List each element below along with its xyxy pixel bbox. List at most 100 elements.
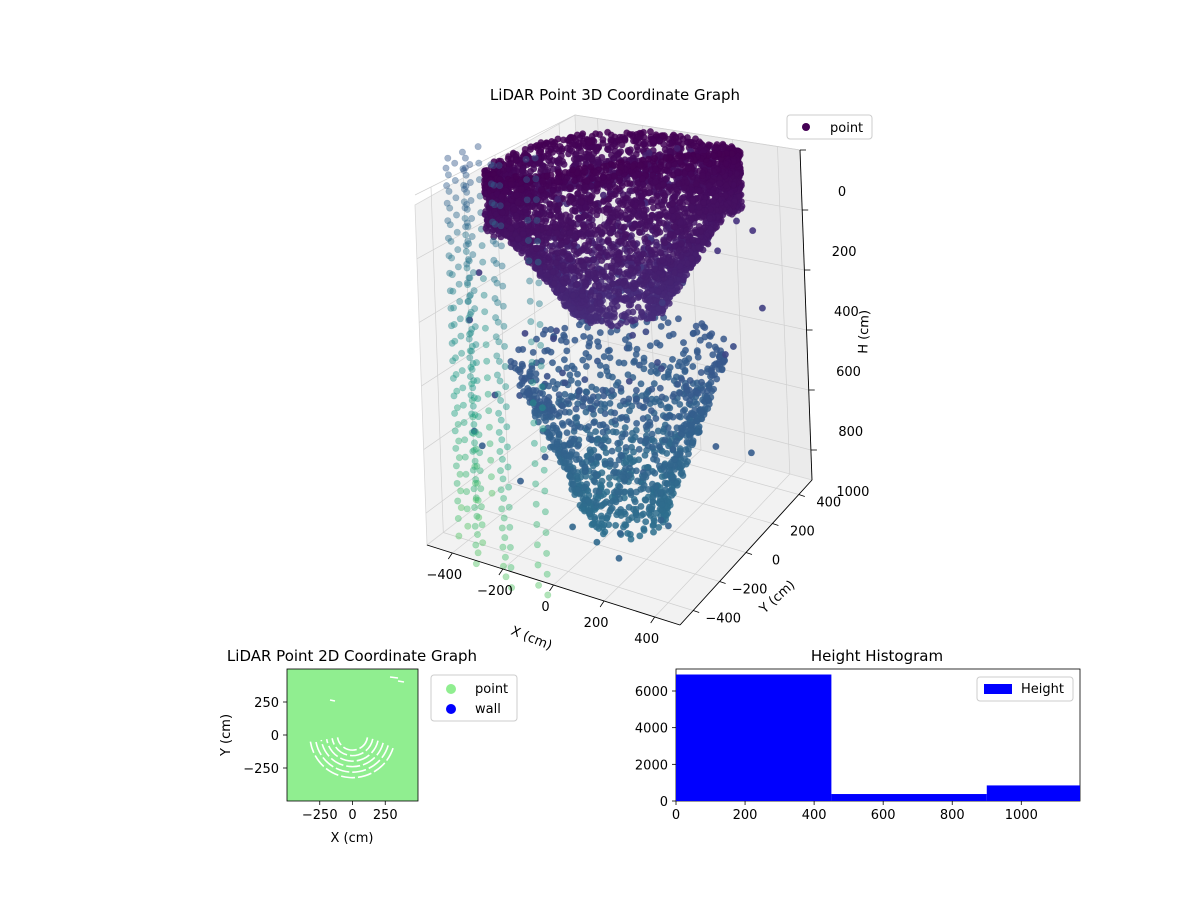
data-point — [698, 172, 706, 180]
data-point — [558, 248, 566, 256]
data-point — [487, 473, 495, 481]
data-point — [621, 230, 629, 238]
data-point — [574, 442, 582, 450]
data-point — [478, 242, 486, 250]
data-point — [569, 480, 577, 488]
data-point — [651, 246, 659, 254]
data-point — [515, 346, 523, 354]
data-point — [611, 409, 619, 417]
data-point — [608, 280, 616, 288]
data-point — [537, 148, 545, 156]
data-point — [463, 505, 471, 513]
data-point — [689, 362, 697, 370]
data-point — [596, 361, 604, 369]
data-point — [693, 347, 701, 355]
data-point — [706, 214, 714, 222]
data-point — [483, 374, 491, 382]
data-point — [676, 389, 684, 397]
data-point — [698, 408, 706, 416]
data-point — [657, 401, 665, 409]
data-point — [692, 322, 700, 330]
data-point — [701, 323, 709, 331]
data-point — [541, 142, 549, 150]
data-point — [456, 470, 464, 478]
data-point — [570, 436, 578, 444]
data-point — [514, 245, 522, 253]
data-point — [474, 143, 482, 151]
data-point — [565, 418, 573, 426]
data-point — [564, 464, 572, 472]
data-point — [596, 305, 604, 313]
data-point — [697, 368, 705, 376]
data-point — [629, 308, 637, 316]
data-point — [618, 413, 626, 421]
data-point — [658, 256, 666, 264]
data-point — [692, 180, 700, 188]
data-point — [630, 358, 638, 366]
data-point — [482, 341, 490, 349]
data-point — [619, 279, 627, 287]
data-point — [668, 355, 676, 363]
data-point — [601, 460, 609, 468]
data-point — [483, 357, 491, 365]
data-point — [689, 142, 697, 150]
data-point — [758, 304, 766, 312]
data-point — [516, 477, 524, 485]
data-point — [632, 488, 640, 496]
data-point — [610, 287, 618, 295]
data-point — [631, 220, 639, 228]
data-point — [666, 230, 674, 238]
data-point — [653, 223, 661, 231]
data-point — [476, 449, 484, 457]
data-point — [552, 259, 560, 267]
data-point — [561, 379, 569, 387]
data-point — [624, 371, 632, 379]
data-point — [657, 365, 665, 373]
data-point — [629, 137, 637, 145]
data-point — [644, 155, 652, 163]
data-point — [629, 239, 637, 247]
data-point — [674, 152, 682, 160]
data-point — [597, 441, 605, 449]
data-point — [546, 263, 554, 271]
data-point — [653, 339, 661, 347]
data-point — [665, 162, 673, 170]
data-point — [661, 436, 669, 444]
data-point — [637, 380, 645, 388]
data-point — [451, 177, 459, 185]
data-point — [665, 212, 673, 220]
data-point — [471, 323, 479, 331]
points-3d — [442, 128, 766, 599]
data-point — [570, 467, 578, 475]
data-point — [592, 499, 600, 507]
data-point — [685, 242, 693, 250]
data-point — [618, 473, 626, 481]
data-point — [686, 432, 694, 440]
data-point — [611, 147, 619, 155]
data-point — [615, 359, 623, 367]
data-point — [652, 131, 660, 139]
data-point — [567, 263, 575, 271]
data-point — [604, 142, 612, 150]
data-point — [574, 486, 582, 494]
data-point — [625, 341, 633, 349]
data-point — [632, 508, 640, 516]
data-point — [550, 280, 558, 288]
data-point — [463, 488, 471, 496]
data-point — [652, 178, 660, 186]
data-point — [612, 498, 620, 506]
data-point — [674, 380, 682, 388]
data-point — [518, 167, 526, 175]
data-point — [648, 361, 656, 369]
data-point — [647, 407, 655, 415]
data-point — [681, 346, 689, 354]
data-point — [682, 227, 690, 235]
data-point — [607, 264, 615, 272]
data-point — [586, 313, 594, 321]
data-point — [627, 435, 635, 443]
data-point — [461, 154, 469, 162]
data-point — [631, 498, 639, 506]
data-point — [573, 280, 581, 288]
data-point — [570, 240, 578, 248]
data-point — [550, 406, 558, 414]
